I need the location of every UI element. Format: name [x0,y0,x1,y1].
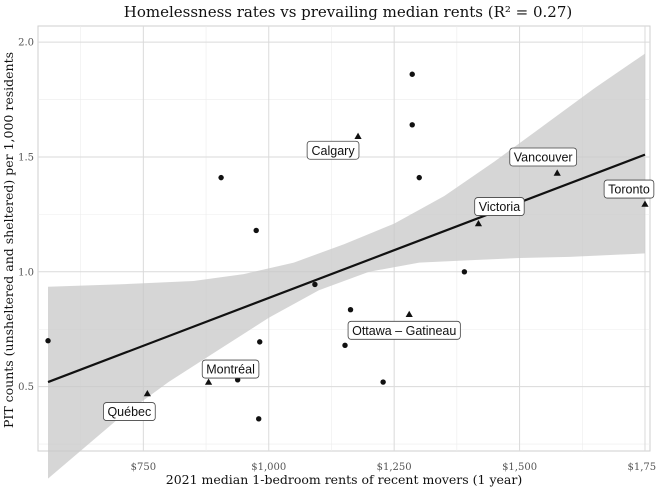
data-point-circle [380,379,386,385]
data-point-triangle [405,310,413,318]
confidence-ribbon [48,53,645,479]
x-axis-title: 2021 median 1-bedroom rents of recent mo… [166,472,523,487]
city-label: Calgary [306,140,360,160]
city-label-text: Québec [107,405,151,419]
city-label-box [103,402,156,421]
y-tick-label: 1.5 [18,152,34,163]
city-label-text: Victoria [479,200,521,214]
x-tick-label: $1,250 [377,462,412,473]
data-point-circle [218,174,224,181]
plot-border [37,25,651,452]
y-axis-title: PIT counts (unsheltered and sheltered) p… [1,52,16,428]
city-label: Ottawa – Gatineau [347,320,461,340]
city-label: Victoria [474,197,525,216]
chart-title: Homelessness rates vs prevailing median … [124,3,572,21]
city-label-box [603,179,655,199]
regression-line [47,153,646,384]
city-label-box [509,147,578,167]
city-label-box [474,197,525,216]
fit-line-layer [47,153,646,384]
city-label: Vancouver [509,147,578,167]
x-tick-label: $1,000 [251,462,286,473]
data-point-triangle [474,219,483,227]
x-tick-labels: $750 $1,000 $1,250 $1,500 $1,750 [131,462,656,473]
data-point-triangle [143,389,151,397]
city-label-text: Vancouver [514,151,573,165]
data-point-triangle [354,132,362,139]
data-point-circle [257,339,263,345]
x-tick-label: $1,500 [502,462,537,473]
city-label-text: Montréal [206,363,255,377]
data-point-circle [409,122,415,128]
y-tick-label: 2.0 [18,38,34,49]
city-label-box [347,320,461,340]
data-point-triangle [553,169,561,176]
x-tick-label: $1,750 [627,462,656,473]
plot-panel: Québec Montréal Calgary Ottawa – Gatineau Vi… [37,25,655,479]
city-labels-layer: Québec Montréal Calgary Ottawa – Gatineau Vi… [103,140,655,421]
city-label-box [201,359,260,379]
city-label: Québec [103,402,156,421]
confidence-ribbon-layer [48,53,645,479]
city-label: Montréal [201,359,260,379]
y-tick-labels: 0.5 1.0 1.5 2.0 [18,38,34,394]
y-tick-label: 0.5 [18,382,34,393]
x-tick-label: $750 [131,462,156,473]
data-point-triangle [204,378,213,385]
data-point-circle [342,342,348,349]
city-label-text: Toronto [608,183,650,197]
data-point-circle [312,281,318,288]
city-label-text: Calgary [312,144,356,158]
data-point-circle [256,416,262,422]
data-point-triangle [641,200,649,207]
y-tick-label: 1.0 [18,267,34,278]
city-label-text: Ottawa – Gatineau [352,324,456,338]
data-point-circle [416,174,422,181]
data-point-circle [461,269,468,275]
data-point-circle [253,227,259,234]
data-point-circle [409,71,415,77]
data-point-circle [347,307,354,313]
points-layer [45,71,649,422]
data-point-circle [45,338,51,344]
city-label-box [306,140,360,160]
city-label: Toronto [603,179,655,199]
